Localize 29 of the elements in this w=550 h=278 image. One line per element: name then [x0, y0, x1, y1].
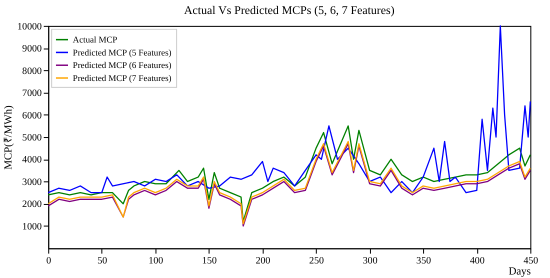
x-tick-label: 100	[148, 255, 164, 266]
y-tick-label: 2000	[22, 199, 42, 210]
x-axis-title: Days	[508, 265, 531, 278]
y-tick-label: 8000	[22, 66, 42, 77]
x-tick-label: 50	[97, 255, 108, 266]
x-tick-label: 150	[202, 255, 217, 266]
line-series	[48, 25, 531, 194]
x-tick-label: 400	[470, 255, 485, 266]
x-tick-label: 350	[416, 255, 432, 266]
legend-label: Actual MCP	[72, 34, 118, 45]
x-tick-label: 200	[256, 255, 270, 266]
legend-label: Predicted MCP (7 Features)	[72, 72, 172, 83]
x-tick-label: 300	[362, 255, 378, 266]
y-tick-label: 10000	[17, 21, 42, 32]
line-series	[48, 125, 531, 222]
x-tick-label: 250	[309, 255, 324, 266]
y-tick-label: 1000	[22, 221, 42, 232]
y-axis-title: MCP(₹/MWh)	[2, 105, 14, 170]
x-tick-label: 450	[523, 255, 538, 266]
y-tick-label: 5000	[22, 132, 42, 144]
y-tick-label: 4000	[22, 154, 42, 166]
x-tick-label: 0	[46, 255, 52, 266]
y-tick-label: 7000	[22, 88, 42, 100]
y-tick-label: 3000	[22, 176, 42, 188]
chart-title: Actual Vs Predicted MCPs (5, 6, 7 Features)	[184, 3, 395, 18]
y-tick-label: 9000	[22, 44, 42, 55]
legend-label: Predicted MCP (6 Features)	[72, 60, 172, 70]
y-tick-label: 6000	[22, 110, 42, 122]
legend-label: Predicted MCP (5 Features)	[72, 47, 172, 58]
